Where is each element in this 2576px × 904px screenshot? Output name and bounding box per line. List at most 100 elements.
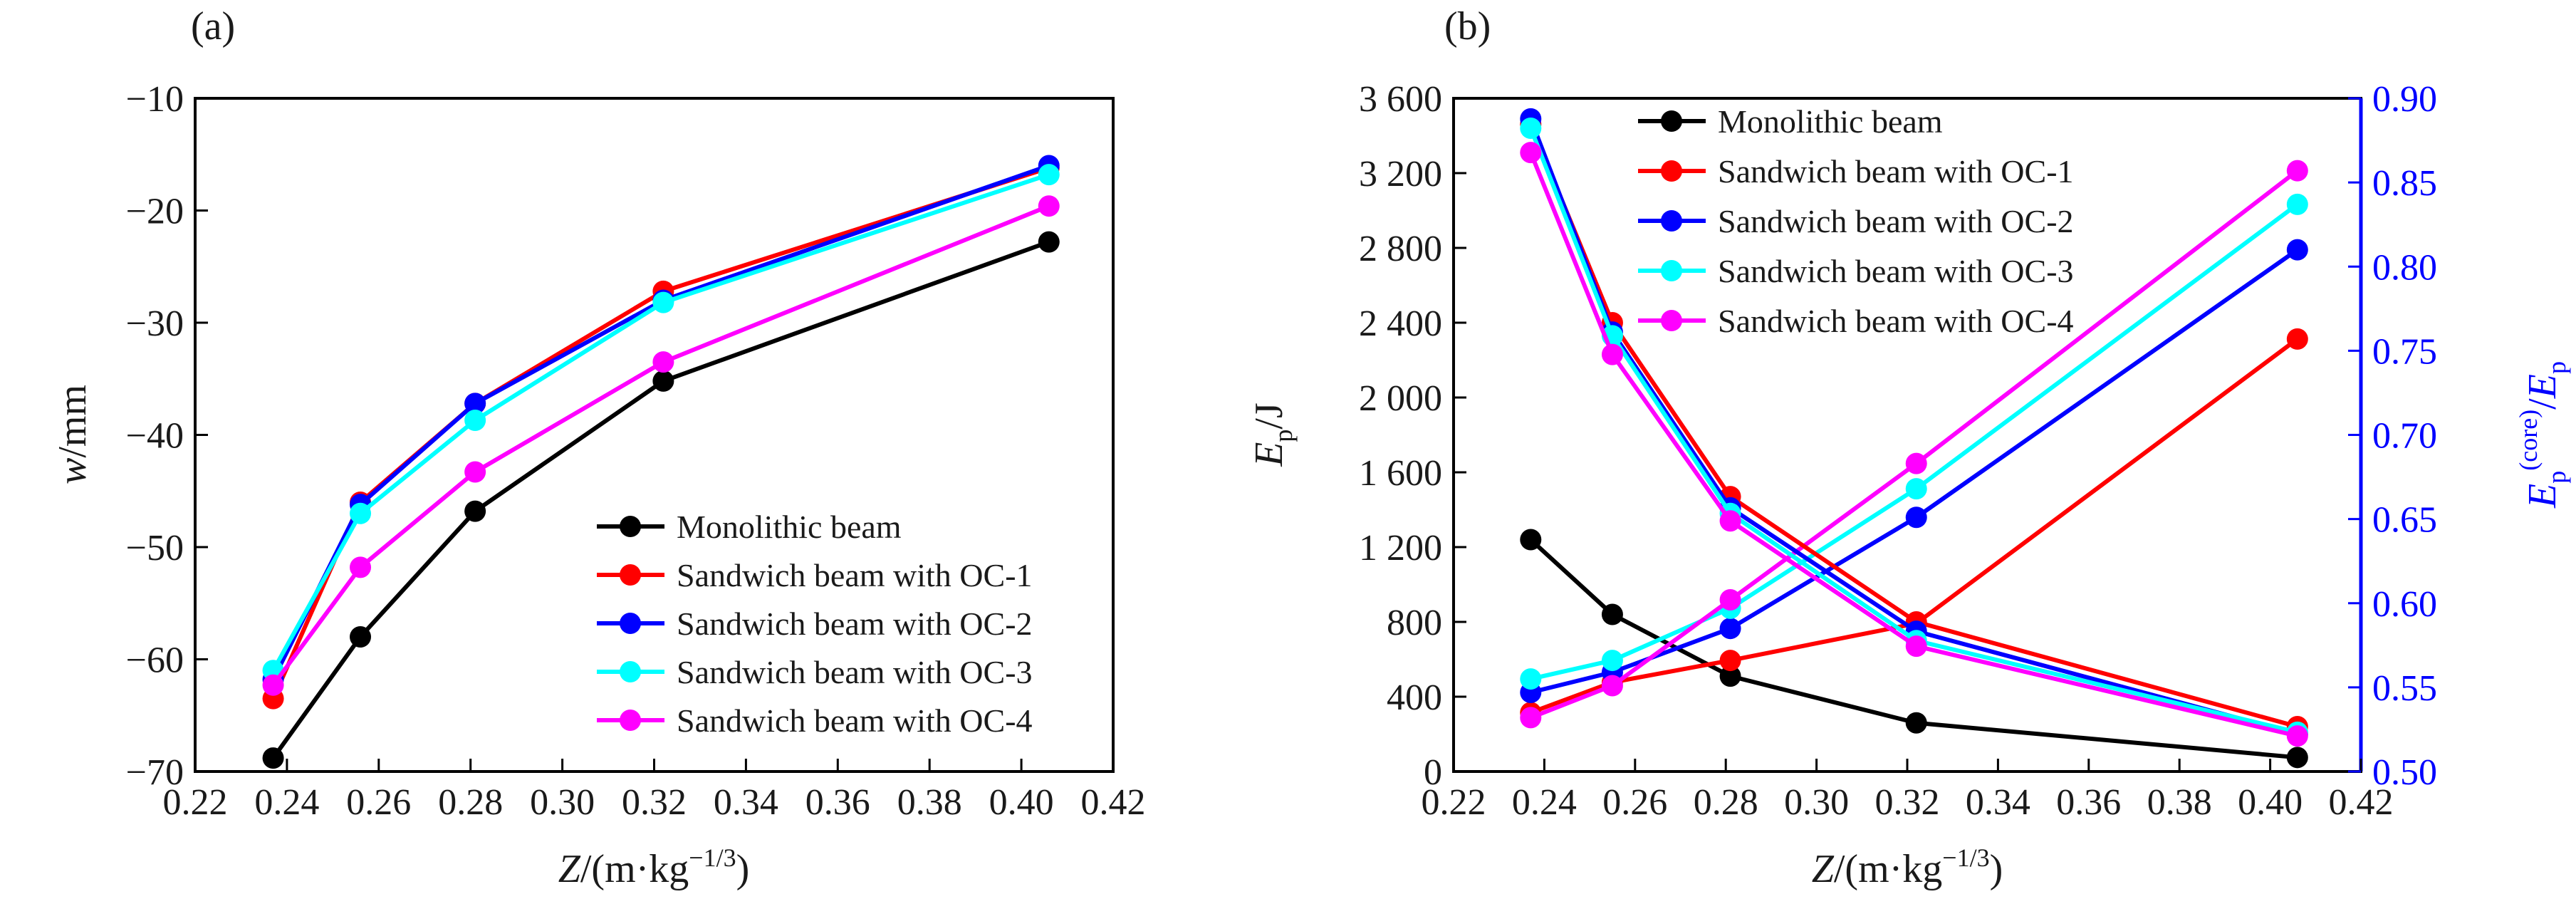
b-x-tick-label: 0.30 [1784,782,1849,823]
a-legend-sandwich-beam-with-oc-1-label: Sandwich beam with OC-1 [677,557,1033,593]
a-x-tick-label: 0.36 [805,782,870,823]
a-y-tick-label: −50 [126,528,184,568]
panel-b-y-ticks: 0 400 800 1 200 1 600 2 000 2 400 2 800 3 200 3 6… [1359,79,1466,793]
a-y-tick-label: −20 [126,192,184,232]
b-series-sandwich-beam-with-oc-4-right-point [2286,160,2308,182]
b-legend-sandwich-beam-with-oc-2-swatch-marker [1661,210,1682,232]
b-series-sandwich-beam-with-oc-4-right-point [1905,452,1927,474]
b-x-tick-label: 0.42 [2329,782,2394,823]
b-x-tick-label: 0.28 [1694,782,1758,823]
b-x-tick-label: 0.32 [1875,782,1940,823]
b-legend-monolithic-beam-swatch-marker [1661,110,1682,132]
b-y2-tick-label: 0.50 [2372,752,2437,793]
a-y-tick-label: −10 [126,79,184,120]
a-y-tick-label: −30 [126,303,184,344]
b-series-sandwich-beam-with-oc-4-right-point [1601,675,1623,697]
b-y-tick-label: 2 400 [1359,303,1442,344]
panel-b-label: (b) [1444,4,1491,48]
panel-b-right-y-ticks: 0.50 0.55 0.60 0.65 0.70 0.75 0.80 0.85 0.90 [2348,79,2437,793]
b-x-tick-label: 0.40 [2238,782,2303,823]
b-series-sandwich-beam-with-oc-3-right-point [1520,668,1542,690]
b-y2-tick-label: 0.60 [2372,584,2437,625]
a-x-tick-label: 0.22 [163,782,228,823]
a-x-tick-label: 0.24 [254,782,319,823]
a-legend-monolithic-beam-swatch-marker [620,516,641,537]
a-x-tick-label: 0.42 [1081,782,1146,823]
b-series-sandwich-beam-with-oc-3-right-point [2286,193,2308,215]
b-y-tick-label: 400 [1387,677,1442,718]
a-x-tick-label: 0.30 [530,782,595,823]
panel-b-right-y-axis-label: Ep(core)/Ep [2514,361,2571,509]
b-legend-sandwich-beam-with-oc-4-swatch-marker [1661,310,1682,331]
b-x-tick-label: 0.34 [1966,782,2030,823]
b-series-sandwich-beam-with-oc-3-right-point [1601,650,1623,672]
a-series-sandwich-beam-with-oc-3-point [1038,164,1060,186]
panel-a-y-axis-label: w/mm [51,385,95,484]
a-series-sandwich-beam-with-oc-4-point [1038,195,1060,217]
a-legend-sandwich-beam-with-oc-3-swatch-marker [620,661,641,682]
a-series-sandwich-beam-with-oc-4-point [464,461,486,483]
b-legend-sandwich-beam-with-oc-3-swatch-marker [1661,260,1682,281]
b-y2-tick-label: 0.75 [2372,331,2437,372]
b-y2-tick-label: 0.70 [2372,416,2437,457]
a-series-monolithic-beam-point [350,626,372,648]
a-legend-sandwich-beam-with-oc-2-swatch-marker [620,613,641,634]
b-legend-sandwich-beam-with-oc-2-label: Sandwich beam with OC-2 [1718,203,2074,239]
b-y2-tick-label: 0.85 [2372,163,2437,204]
b-legend-sandwich-beam-with-oc-3-label: Sandwich beam with OC-3 [1718,253,2074,289]
a-legend-sandwich-beam-with-oc-3-label: Sandwich beam with OC-3 [677,654,1033,690]
b-y-tick-label: 2 000 [1359,378,1442,419]
b-legend-sandwich-beam-with-oc-1-swatch-marker [1661,160,1682,182]
b-series-sandwich-beam-with-oc-4-point [1719,510,1741,532]
a-series-sandwich-beam-with-oc-4-point [350,556,372,578]
b-series-sandwich-beam-with-oc-4-point [1601,343,1623,365]
a-x-tick-label: 0.38 [897,782,962,823]
a-series-sandwich-beam-with-oc-3-line [271,172,1050,672]
b-legend-sandwich-beam-with-oc-1-label: Sandwich beam with OC-1 [1718,153,2074,189]
a-legend-monolithic-beam-label: Monolithic beam [677,509,902,545]
b-y-tick-label: 3 600 [1359,79,1442,120]
b-y2-tick-label: 0.65 [2372,500,2437,541]
a-legend-sandwich-beam-with-oc-1-swatch-marker [620,564,641,586]
b-series-sandwich-beam-with-oc-1-right-point [2286,328,2308,350]
b-series-monolithic-beam-point [1719,665,1741,687]
b-x-tick-label: 0.38 [2147,782,2212,823]
b-series-sandwich-beam-with-oc-4-point [1520,142,1542,164]
a-legend-sandwich-beam-with-oc-4-label: Sandwich beam with OC-4 [677,702,1033,739]
b-series-sandwich-beam-with-oc-2-right-point [1905,506,1927,529]
a-x-tick-label: 0.32 [622,782,687,823]
panel-a-label: (a) [191,4,235,48]
b-y-tick-label: 1 600 [1359,453,1442,494]
b-x-tick-label: 0.22 [1422,782,1486,823]
a-y-tick-label: −40 [126,416,184,457]
a-legend-sandwich-beam-with-oc-4-swatch-marker [620,710,641,731]
a-series-sandwich-beam-with-oc-3-point [350,502,372,524]
b-y-tick-label: 3 200 [1359,154,1442,194]
b-series-sandwich-beam-with-oc-4-point [2286,725,2308,747]
a-legend-sandwich-beam-with-oc-2-label: Sandwich beam with OC-2 [677,606,1033,642]
a-x-tick-label: 0.40 [989,782,1054,823]
panel-b-x-ticks: 0.22 0.24 0.26 0.28 0.30 0.32 0.34 0.36 0.38 0.40… [1422,759,2394,823]
a-series-monolithic-beam-point [652,370,674,392]
b-x-tick-label: 0.24 [1512,782,1577,823]
b-y2-tick-label: 0.90 [2372,79,2437,120]
panel-b-plot-frame [1452,97,2362,773]
b-y2-tick-label: 0.80 [2372,247,2437,288]
a-series-sandwich-beam-with-oc-4-point [262,674,284,696]
b-y-tick-label: 0 [1424,752,1442,793]
b-y2-tick-label: 0.55 [2372,668,2437,709]
panel-a-legend: Monolithic beam Sandwich beam with OC-1 Sa… [597,509,1033,739]
a-series-sandwich-beam-with-oc-3-point [464,410,486,432]
a-y-tick-label: −70 [126,752,184,793]
b-y-tick-label: 2 800 [1359,229,1442,269]
b-series-sandwich-beam-with-oc-4-right-point [1719,589,1741,611]
panel-b-x-axis-label: Z/(m·kg−1/3) [1812,843,2003,891]
panel-a-x-axis-label: Z/(m·kg−1/3) [558,843,750,891]
a-x-tick-label: 0.34 [714,782,778,823]
a-x-tick-label: 0.28 [438,782,503,823]
b-series-monolithic-beam-point [1905,712,1927,734]
a-series-sandwich-beam-with-oc-3-point [652,291,674,313]
a-series-monolithic-beam-point [1038,231,1060,253]
b-x-tick-label: 0.36 [2056,782,2121,823]
